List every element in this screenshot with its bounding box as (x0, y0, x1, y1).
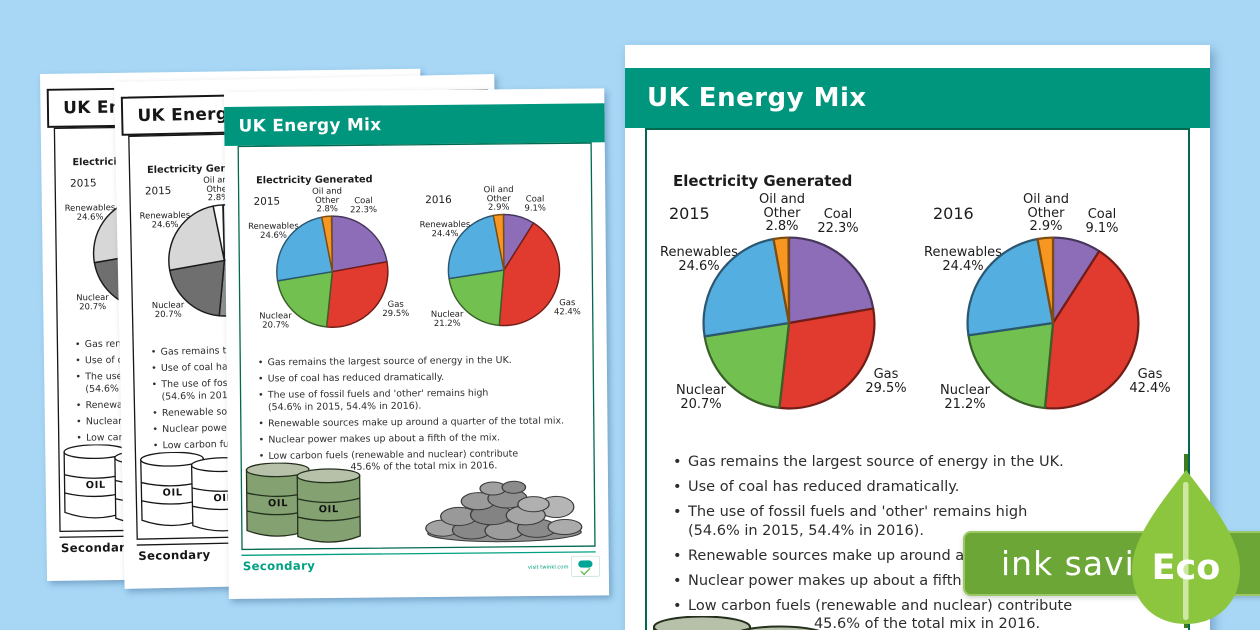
chart-year-label: 2015 (669, 204, 710, 223)
label-oil-and-other: Oil and Other 2.8% (311, 186, 343, 214)
coal-pile-illustration (423, 468, 586, 545)
label-oil-and-other: Oil and Other 2.9% (483, 184, 514, 213)
bullet-item: Gas remains the largest source of energy… (256, 354, 578, 369)
pie-chart-2015 (274, 213, 391, 330)
oil-barrel-icon: OIL OIL (245, 462, 361, 543)
footer-phase-label: Secondary (242, 559, 316, 574)
svg-text:OIL: OIL (213, 493, 233, 504)
twinkl-logo (571, 555, 600, 577)
pie-chart-2016 (964, 234, 1142, 412)
page-title: UK Energy Mix (647, 83, 867, 113)
label-renewables: Renewables 24.4% (924, 245, 1002, 274)
chart-year-label: 2016 (933, 204, 974, 223)
page-header: UK Energy Mix (224, 103, 605, 146)
bullet-item: Nuclear power makes up about a fifth of … (257, 431, 579, 446)
eco-leaf-icon (1128, 456, 1244, 628)
svg-text:OIL: OIL (319, 504, 339, 515)
section-heading: Electricity Generated (255, 173, 373, 186)
page-header: UK Energy Mix (625, 68, 1210, 128)
watermark-text: visit twinkl.com (527, 563, 569, 571)
chart-2015: 2015 Oil and Other 2.8% Coal 22.3% Renew… (655, 192, 917, 458)
chart-year-label: 2015 (144, 184, 172, 198)
chart-year-label: 2016 (425, 193, 452, 206)
page-title: UK Energy Mix (238, 115, 382, 137)
label-coal: Coal 22.3% (350, 195, 378, 215)
bullet-item: The use of fossil fuels and 'other' rema… (671, 503, 1166, 540)
label-renewables: Renewables 24.6% (660, 245, 738, 274)
content-frame: Electricity Generated 2015 Oil and Other… (645, 128, 1190, 630)
svg-text:OIL: OIL (163, 487, 183, 498)
label-nuclear: Nuclear 20.7% (675, 383, 727, 412)
label-oil-and-other: Oil and Other 2.8% (758, 192, 806, 234)
worksheet-page: UK Energy Mix Electricity Generated 2015… (625, 45, 1210, 630)
label-coal: Coal 22.3% (817, 207, 859, 236)
bullet-list: Gas remains the largest source of energy… (256, 354, 579, 479)
label-gas: Gas 42.4% (1129, 367, 1171, 396)
chart-2016: 2016 Oil and Other 2.9% Coal 9.1% Renewa… (919, 192, 1181, 458)
bullet-item: Low carbon fuels (renewable and nuclear)… (671, 597, 1166, 630)
worksheet-page: UK Energy Mix Electricity Generated 2015… (224, 88, 610, 599)
eco-label: Eco (1151, 548, 1221, 588)
bullet-item: Gas remains the largest source of energy… (671, 453, 1166, 472)
section-heading: Electricity Generated (673, 172, 853, 190)
oil-barrels-illustration: OIL OIL (651, 615, 863, 630)
bullet-item: Nuclear power makes up about a fifth of … (671, 572, 1166, 591)
chart-2015: 2015 Oil and Other 2.8% Coal 22.3% Renew… (244, 186, 416, 360)
pie-chart-2015 (700, 234, 878, 412)
footer-phase-label: Secondary (138, 548, 211, 564)
bullet-item: Use of coal has reduced dramatically. (671, 478, 1166, 497)
label-gas: Gas 29.5% (865, 367, 907, 396)
chart-2016: 2016 Oil and Other 2.9% Coal 9.1% Renewa… (416, 184, 588, 359)
bullet-item: The use of fossil fuels and 'other' rema… (257, 386, 579, 413)
footer-divider (241, 551, 596, 556)
pie-chart-2016 (446, 212, 563, 329)
stacked-page-3: UK Energy Mix Electricity Generated 2015… (224, 88, 610, 599)
chart-year-label: 2015 (70, 176, 97, 190)
main-page: UK Energy Mix Electricity Generated 2015… (625, 45, 1210, 630)
oil-barrel-icon: OIL OIL (653, 615, 820, 630)
label-coal: Coal 9.1% (1085, 207, 1119, 236)
label-coal: Coal 9.1% (524, 194, 546, 213)
label-oil-and-other: Oil and Other 2.9% (1022, 192, 1070, 234)
content-frame: Electricity Generated 2015 Oil and Other… (237, 142, 596, 551)
footer-phase-label: Secondary (60, 540, 134, 556)
svg-text:OIL: OIL (86, 480, 106, 491)
chart-year-label: 2015 (253, 194, 281, 208)
svg-text:OIL: OIL (268, 498, 288, 509)
coal-pile-icon (425, 480, 583, 543)
bullet-item: Use of coal has reduced dramatically. (257, 370, 579, 385)
oil-barrels-illustration: OIL OIL (244, 462, 383, 549)
bullet-item: Renewable sources make up around a quart… (257, 415, 579, 430)
label-nuclear: Nuclear 21.2% (939, 383, 991, 412)
